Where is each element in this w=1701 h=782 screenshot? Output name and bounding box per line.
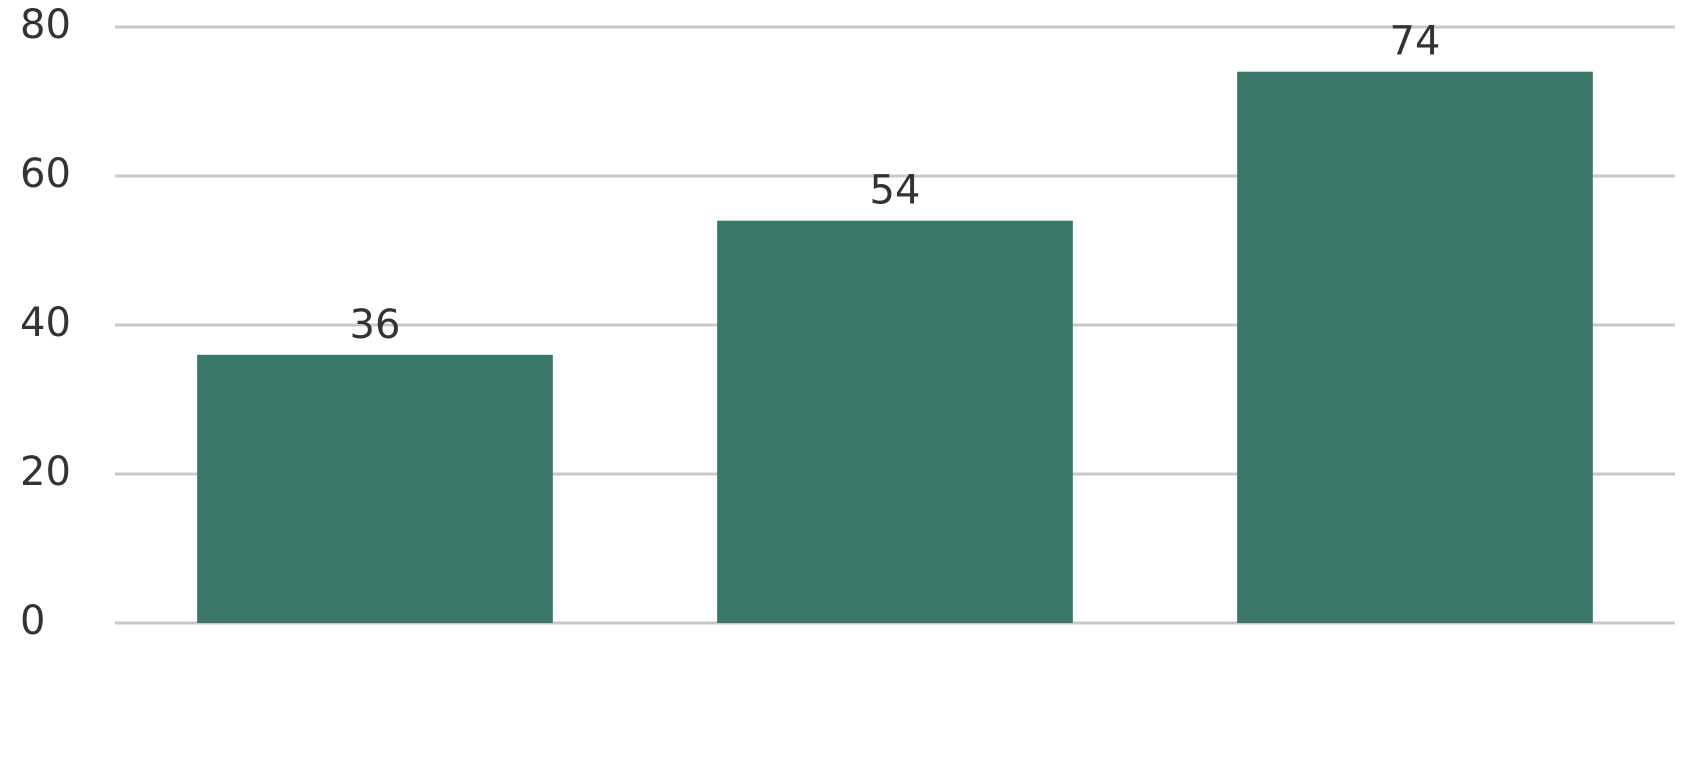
chart: 0 20 40 60 80 36 54 74 <box>0 0 1701 782</box>
data-label: 54 <box>870 168 921 214</box>
y-tick-label: 40 <box>20 300 71 346</box>
y-tick-label: 80 <box>20 2 71 48</box>
y-tick-label: 60 <box>20 151 71 197</box>
y-tick-label: 20 <box>20 449 71 495</box>
bar <box>197 355 553 623</box>
y-tick-label: 0 <box>20 598 45 644</box>
data-label: 74 <box>1390 19 1441 65</box>
bar <box>717 221 1073 623</box>
data-label: 36 <box>350 302 401 348</box>
bar <box>1237 72 1593 623</box>
